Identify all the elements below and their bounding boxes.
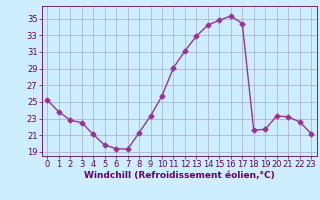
- X-axis label: Windchill (Refroidissement éolien,°C): Windchill (Refroidissement éolien,°C): [84, 171, 275, 180]
